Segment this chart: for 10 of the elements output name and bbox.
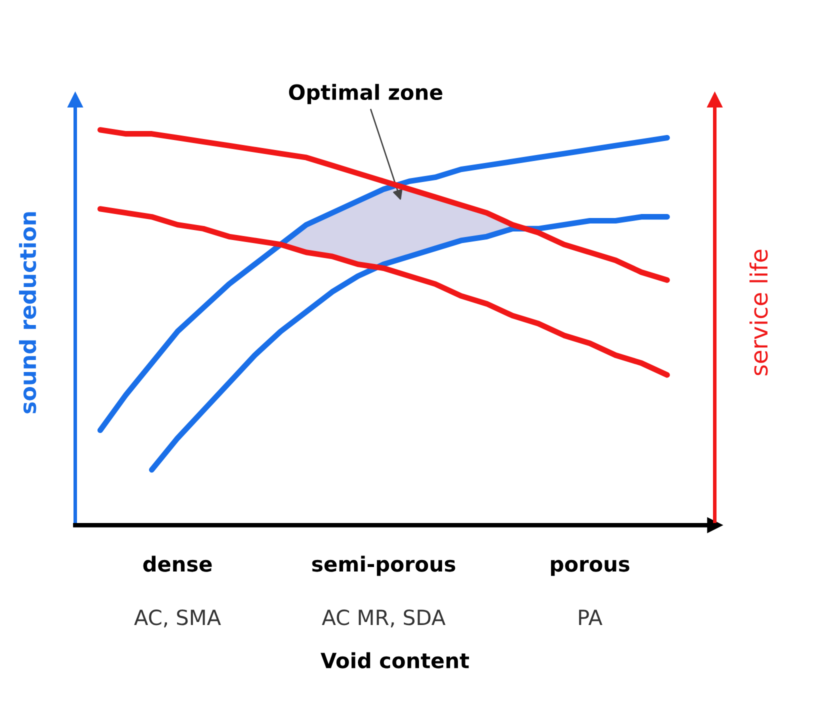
text: Optimal zone — [289, 84, 442, 104]
x-tick-label: porous — [551, 560, 630, 576]
text: AC MR, SDA — [322, 610, 446, 628]
x-axis-title: Void content — [320, 652, 470, 668]
y2-axis-title: service life — [750, 250, 768, 376]
y-axis-title: sound reduction — [19, 212, 36, 414]
text: AC, SMA — [134, 610, 221, 628]
x-tick-label: dense — [143, 556, 212, 572]
text: PA — [579, 610, 602, 625]
x-tick-label: semi-porous — [312, 556, 456, 576]
